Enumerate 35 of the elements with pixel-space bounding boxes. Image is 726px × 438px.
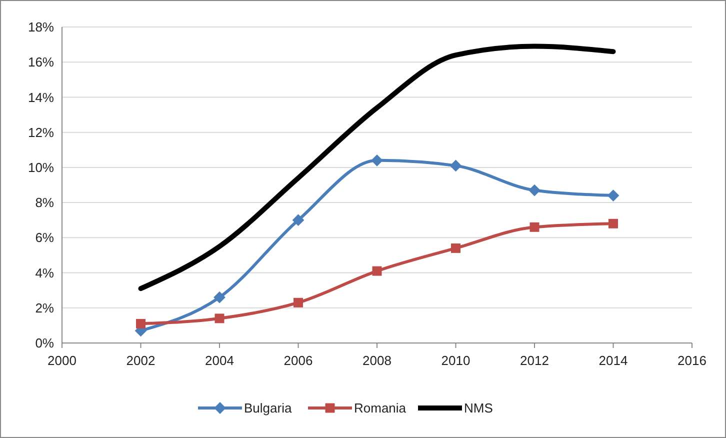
point xyxy=(214,314,224,324)
point xyxy=(450,160,462,172)
x-tick-label: 2002 xyxy=(126,353,156,368)
point xyxy=(371,154,383,166)
legend-label: NMS xyxy=(464,400,494,416)
x-tick-label: 2008 xyxy=(362,353,392,368)
point xyxy=(372,266,382,276)
x-tick-label: 2016 xyxy=(678,353,706,368)
point xyxy=(451,243,460,253)
y-tick-label: 0% xyxy=(35,336,54,351)
x-tick-label: 2010 xyxy=(441,353,470,368)
y-tick-label: 8% xyxy=(35,195,54,210)
point xyxy=(214,291,226,304)
y-tick-label: 2% xyxy=(35,300,54,316)
point xyxy=(608,218,618,228)
x-tick-label: 2000 xyxy=(48,353,76,368)
point xyxy=(292,214,304,226)
y-tick-label: 16% xyxy=(28,54,54,70)
legend-label: Bulgaria xyxy=(244,400,292,416)
y-tick-label: 6% xyxy=(35,230,54,246)
y-tick-label: 4% xyxy=(35,265,54,280)
x-tick-label: 2004 xyxy=(205,353,234,368)
point xyxy=(607,190,620,202)
point xyxy=(530,222,540,232)
point xyxy=(294,298,303,308)
x-tick-label: 2014 xyxy=(598,353,628,368)
y-tick-label: 10% xyxy=(28,160,54,175)
point xyxy=(528,184,540,196)
x-tick-label: 2006 xyxy=(284,353,313,368)
point xyxy=(136,318,146,328)
y-tick-label: 18% xyxy=(28,20,54,35)
y-tick-label: 12% xyxy=(28,124,54,140)
x-tick-label: 2012 xyxy=(520,353,549,368)
legend-label: Romania xyxy=(354,400,407,416)
y-tick-label: 14% xyxy=(28,90,54,105)
